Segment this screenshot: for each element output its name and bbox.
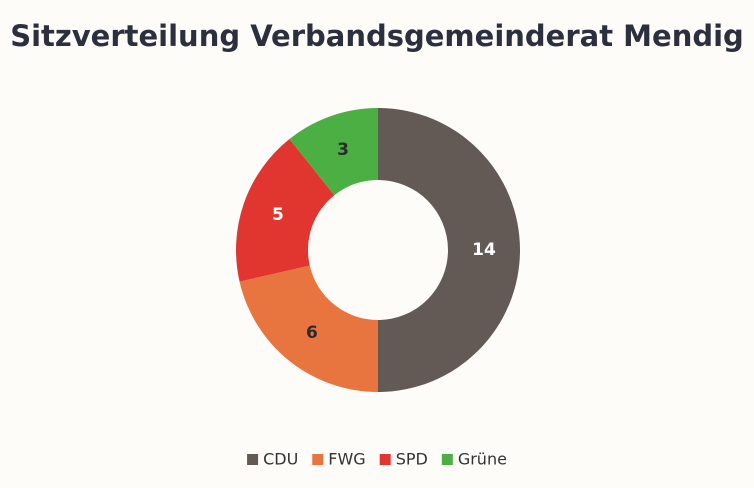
legend-label: FWG (328, 450, 365, 469)
donut-slice (236, 138, 335, 282)
legend-label: CDU (263, 450, 298, 469)
legend-label: Grüne (458, 450, 507, 469)
donut-slice (378, 108, 520, 392)
legend-swatch (247, 454, 259, 465)
legend-swatch (379, 454, 391, 465)
legend-label: SPD (396, 450, 428, 469)
donut-slice (289, 108, 378, 196)
donut-slice (239, 265, 378, 392)
chart-title: Sitzverteilung Verbandsgemeinderat Mendi… (10, 19, 744, 53)
data-label: 6 (306, 323, 318, 343)
legend-swatch (441, 454, 453, 465)
legend-swatch (312, 454, 324, 465)
legend: CDU FWG SPD Grüne (247, 450, 507, 469)
data-label: 5 (272, 205, 284, 225)
data-label: 14 (472, 240, 496, 260)
data-label: 3 (337, 140, 349, 160)
